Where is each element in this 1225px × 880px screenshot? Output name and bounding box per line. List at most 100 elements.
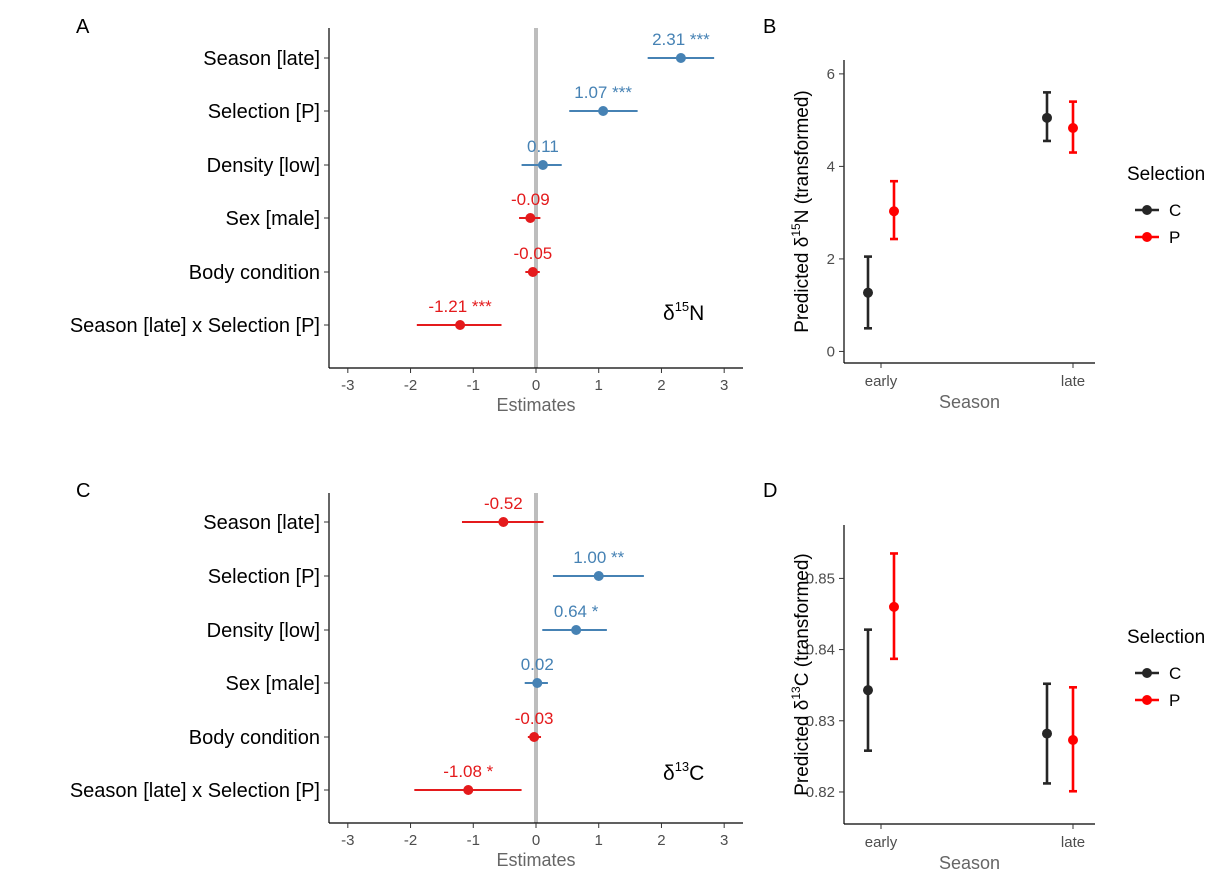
term-label: Selection [P] bbox=[208, 566, 320, 588]
x-tick-label: -1 bbox=[467, 832, 480, 849]
estimate-label: 1.00 ** bbox=[573, 548, 624, 567]
estimate-label: 1.07 *** bbox=[574, 83, 632, 102]
term-label: Density [low] bbox=[207, 620, 320, 642]
x-tick-label: 3 bbox=[720, 832, 728, 849]
x-axis-title: Season bbox=[939, 853, 1000, 873]
y-title-suffix: N (transformed) bbox=[792, 90, 813, 223]
estimate-label: 0.02 bbox=[521, 655, 554, 674]
forest-plot-a: -3 -2 -1 0 1 2 3 Estimates Season [late] 2.31 ***… bbox=[70, 28, 743, 415]
x-tick-label: 0 bbox=[532, 377, 540, 394]
legend-label: P bbox=[1169, 228, 1180, 247]
mean-point bbox=[1068, 123, 1078, 134]
legend-title: Selection bbox=[1127, 627, 1205, 648]
estimate-point bbox=[498, 517, 509, 527]
estimate-point bbox=[529, 732, 540, 742]
panel-letter-d: D bbox=[763, 480, 777, 502]
estimate-label: -0.09 bbox=[511, 190, 550, 209]
mean-point bbox=[1042, 728, 1052, 739]
isotope-annotation: δ13C bbox=[663, 759, 704, 785]
y-title-superscript: 13 bbox=[789, 686, 803, 700]
legend-label: P bbox=[1169, 691, 1180, 710]
annotation-delta: δ bbox=[663, 302, 675, 325]
x-tick-label: 3 bbox=[720, 377, 728, 394]
y-tick-label: 0.85 bbox=[806, 570, 835, 587]
estimate-point bbox=[463, 785, 474, 795]
legend-key-point bbox=[1142, 695, 1152, 705]
y-title-prefix: Predicted δ bbox=[792, 237, 813, 333]
x-tick-label: early bbox=[865, 373, 898, 390]
y-tick-label: 0 bbox=[827, 343, 835, 360]
estimate-point bbox=[571, 625, 582, 635]
estimate-point bbox=[527, 267, 538, 277]
term-label: Season [late] bbox=[203, 512, 320, 534]
annotation-element: N bbox=[689, 302, 704, 325]
y-title-superscript: 15 bbox=[789, 223, 803, 237]
x-tick-label: late bbox=[1061, 834, 1085, 851]
estimate-point bbox=[537, 160, 548, 170]
estimate-label: -1.08 * bbox=[443, 762, 493, 781]
x-tick-label: 2 bbox=[657, 832, 665, 849]
annotation-superscript: 13 bbox=[675, 759, 689, 774]
estimate-point bbox=[532, 678, 543, 688]
x-tick-label: -3 bbox=[341, 377, 354, 394]
annotation-superscript: 15 bbox=[675, 299, 689, 314]
mean-point bbox=[863, 287, 873, 298]
term-label: Body condition bbox=[189, 727, 320, 749]
x-tick-label: 1 bbox=[595, 832, 603, 849]
x-axis-title: Estimates bbox=[496, 850, 575, 870]
y-axis-title: Predicted δ15N (transformed) bbox=[789, 90, 813, 333]
panel-letter-c: C bbox=[76, 480, 90, 502]
estimate-label: -1.21 *** bbox=[428, 297, 492, 316]
term-label: Sex [male] bbox=[226, 673, 320, 695]
y-tick-label: 0.82 bbox=[806, 784, 835, 801]
estimate-point bbox=[525, 213, 536, 223]
mean-point bbox=[1042, 112, 1052, 123]
x-tick-label: -2 bbox=[404, 377, 417, 394]
legend-key-point bbox=[1142, 232, 1152, 242]
estimate-label: -0.52 bbox=[484, 494, 523, 513]
x-tick-label: -1 bbox=[467, 377, 480, 394]
legend-key-point bbox=[1142, 205, 1152, 215]
term-label: Season [late] x Selection [P] bbox=[70, 780, 320, 802]
legend-title: Selection bbox=[1127, 164, 1205, 185]
x-tick-label: 0 bbox=[532, 832, 540, 849]
estimate-label: -0.03 bbox=[515, 709, 554, 728]
y-tick-label: 6 bbox=[827, 66, 835, 83]
y-tick-label: 2 bbox=[827, 251, 835, 268]
estimate-point bbox=[593, 571, 604, 581]
x-tick-label: 1 bbox=[595, 377, 603, 394]
legend-label: C bbox=[1169, 664, 1181, 683]
term-label: Sex [male] bbox=[226, 208, 320, 230]
estimate-label: -0.05 bbox=[513, 244, 552, 263]
x-axis-title: Estimates bbox=[496, 395, 575, 415]
mean-point bbox=[889, 601, 899, 612]
estimate-point bbox=[598, 106, 609, 116]
term-label: Selection [P] bbox=[208, 101, 320, 123]
term-label: Density [low] bbox=[207, 155, 320, 177]
y-tick-label: 4 bbox=[827, 158, 835, 175]
estimate-point bbox=[675, 53, 686, 63]
x-tick-label: 2 bbox=[657, 377, 665, 394]
estimate-label: 0.11 bbox=[527, 137, 559, 156]
panel-letter-a: A bbox=[76, 16, 90, 38]
legend-label: C bbox=[1169, 201, 1181, 220]
estimate-label: 0.64 * bbox=[554, 602, 599, 621]
y-title-suffix: C (transformed) bbox=[792, 553, 813, 686]
y-tick-label: 0.84 bbox=[806, 642, 835, 659]
errorbar-plot-d: 0.82 0.83 0.84 0.85 early late Season Predicted… bbox=[789, 525, 1205, 873]
term-label: Season [late] x Selection [P] bbox=[70, 315, 320, 337]
term-label: Season [late] bbox=[203, 48, 320, 70]
mean-point bbox=[889, 206, 899, 217]
mean-point bbox=[863, 685, 873, 696]
estimate-label: 2.31 *** bbox=[652, 30, 710, 49]
legend-key-point bbox=[1142, 668, 1152, 678]
x-tick-label: -2 bbox=[404, 832, 417, 849]
annotation-element: C bbox=[689, 762, 704, 785]
errorbar-plot-b: 0 2 4 6 early late Season Predicted δ15N (trans… bbox=[789, 60, 1205, 412]
y-title-prefix: Predicted δ bbox=[792, 700, 813, 796]
term-label: Body condition bbox=[189, 262, 320, 284]
isotope-annotation: δ15N bbox=[663, 299, 704, 325]
x-tick-label: early bbox=[865, 834, 898, 851]
y-axis-title: Predicted δ13C (transformed) bbox=[789, 553, 813, 796]
